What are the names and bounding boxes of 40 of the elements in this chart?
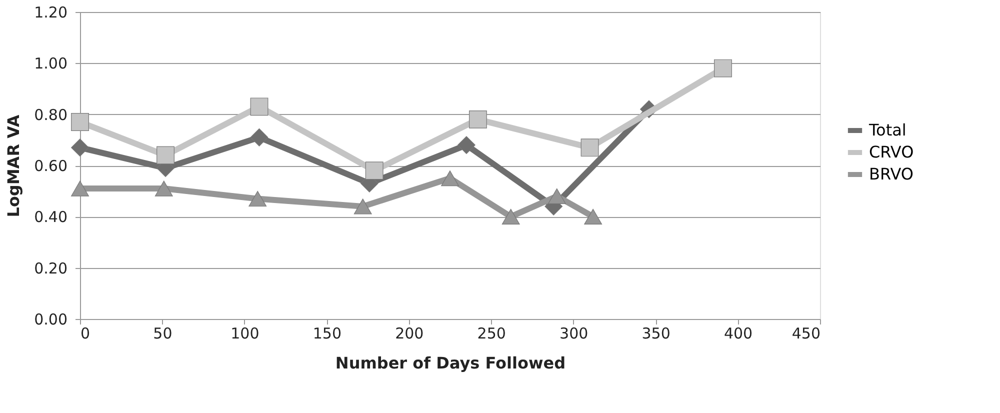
y-tick-label: 0.80 [34, 106, 68, 124]
point [250, 98, 268, 116]
point [156, 146, 174, 164]
point [714, 59, 732, 78]
legend-label: CRVO [869, 142, 914, 162]
x-tick-label: 100 [230, 324, 260, 342]
y-tick-label: 0.00 [34, 310, 68, 328]
x-tick-label: 200 [395, 324, 424, 342]
y-tick-label: 0.20 [34, 259, 68, 278]
y-axis-title: LogMAR VA [4, 114, 24, 218]
y-tick-label: 1.00 [34, 54, 68, 73]
point [354, 198, 372, 214]
y-tick-label: 1.20 [34, 4, 68, 22]
point [502, 208, 520, 224]
y-tick-label: 0.60 [34, 157, 68, 175]
x-tick-label: 300 [560, 324, 588, 342]
x-tick-label: 350 [642, 324, 670, 342]
point [365, 162, 384, 180]
x-tick-label: 450 [792, 324, 820, 342]
point [248, 190, 267, 207]
x-tick-label: 150 [312, 324, 342, 342]
point [154, 180, 173, 196]
point [548, 188, 566, 204]
point [580, 138, 599, 157]
point [250, 128, 268, 146]
x-tick-label: 0 [80, 324, 90, 342]
point [71, 138, 89, 157]
x-axis-title: Number of Days Followed [335, 354, 566, 372]
point [584, 208, 602, 224]
x-tick-label: 400 [724, 324, 753, 342]
point [71, 180, 89, 196]
legend-label: Total [868, 120, 906, 140]
x-tick-label: 50 [153, 324, 172, 342]
y-tick-label: 0.40 [34, 208, 68, 226]
point [457, 136, 476, 154]
point [441, 170, 459, 186]
x-tick-label: 250 [477, 324, 506, 342]
point [468, 110, 487, 128]
point [71, 113, 89, 131]
legend-label: BRVO [869, 164, 914, 184]
